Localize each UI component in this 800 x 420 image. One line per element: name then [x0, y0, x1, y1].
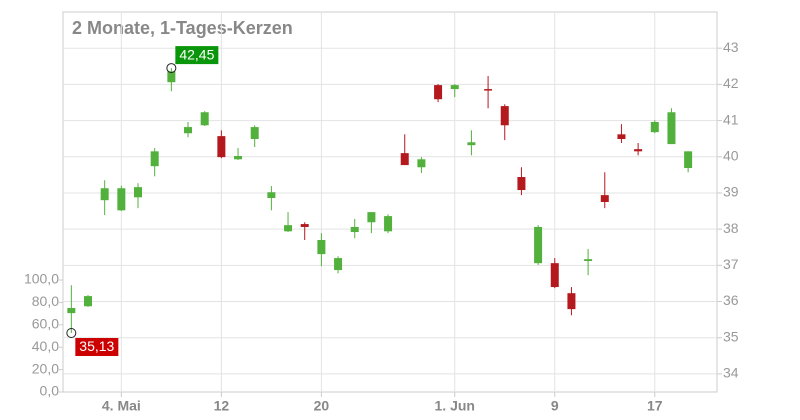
y-tick-label: 38: [723, 220, 739, 236]
candle-body: [467, 142, 476, 146]
candle-body: [217, 136, 226, 158]
x-tick-label: 12: [214, 398, 230, 414]
candle-body: [350, 226, 359, 233]
candle-body: [650, 122, 659, 133]
candle-body: [250, 127, 259, 140]
candle-body: [417, 159, 426, 168]
candle-body: [167, 71, 176, 83]
y-tick-label: 37: [723, 256, 739, 272]
y-tick-label: 34: [723, 365, 739, 381]
candle-body: [384, 216, 393, 232]
y-tick-label: 39: [723, 184, 739, 200]
candle-body: [284, 225, 293, 232]
candle-body: [434, 85, 443, 100]
candle-body: [150, 151, 159, 167]
candle-body: [450, 85, 459, 90]
y2-tick-label: 20,0: [32, 360, 59, 376]
candle-body: [567, 293, 576, 310]
candle-body: [334, 258, 343, 271]
candle-body: [500, 106, 509, 126]
candle-body: [617, 134, 626, 140]
y-tick-label: 41: [723, 111, 739, 127]
candle-body: [600, 195, 609, 202]
annotation-marker: [66, 328, 77, 339]
chart-title: 2 Monate, 1-Tages-Kerzen: [72, 18, 293, 38]
candle-body: [317, 240, 326, 255]
candle-body: [667, 112, 676, 145]
y-tick-label: 40: [723, 147, 739, 163]
x-tick-label: 4. Mai: [102, 398, 141, 414]
candle-body: [367, 212, 376, 223]
candle-body: [184, 127, 193, 134]
candle-body: [300, 224, 309, 227]
candle-body: [67, 308, 76, 314]
x-tick-label: 9: [551, 398, 559, 414]
annotation-label: 35,13: [79, 338, 114, 354]
annotation-box: [75, 338, 119, 357]
candle-body: [117, 188, 126, 211]
y2-tick-label: 0,0: [40, 383, 60, 399]
x-tick-label: 20: [314, 398, 330, 414]
x-tick-label: 17: [647, 398, 663, 414]
y-tick-label: 36: [723, 292, 739, 308]
annotation-label: 42,45: [179, 46, 214, 62]
candle-body: [267, 192, 276, 199]
y2-tick-label: 100,0: [24, 271, 59, 287]
candle-body: [534, 226, 543, 264]
candle-body: [584, 259, 593, 261]
candle-body: [634, 149, 643, 152]
candle-body: [550, 263, 559, 288]
candle-body: [484, 89, 493, 91]
y-tick-label: 43: [723, 39, 739, 55]
candle-body: [517, 177, 526, 191]
annotation-marker: [166, 63, 177, 74]
y2-tick-label: 60,0: [32, 316, 59, 332]
candle-body: [84, 296, 93, 307]
candle-body: [400, 153, 409, 166]
candle-body: [684, 151, 693, 168]
candle-body: [200, 112, 209, 126]
y-tick-label: 42: [723, 75, 739, 91]
y-tick-label: 35: [723, 328, 739, 344]
candle-body: [100, 188, 109, 201]
candle-body: [234, 156, 243, 160]
y2-tick-label: 40,0: [32, 338, 59, 354]
annotation-box: [175, 46, 219, 65]
y2-tick-label: 80,0: [32, 293, 59, 309]
candle-body: [134, 187, 143, 198]
x-tick-label: 1. Jun: [435, 398, 475, 414]
plot-frame: [62, 11, 718, 393]
